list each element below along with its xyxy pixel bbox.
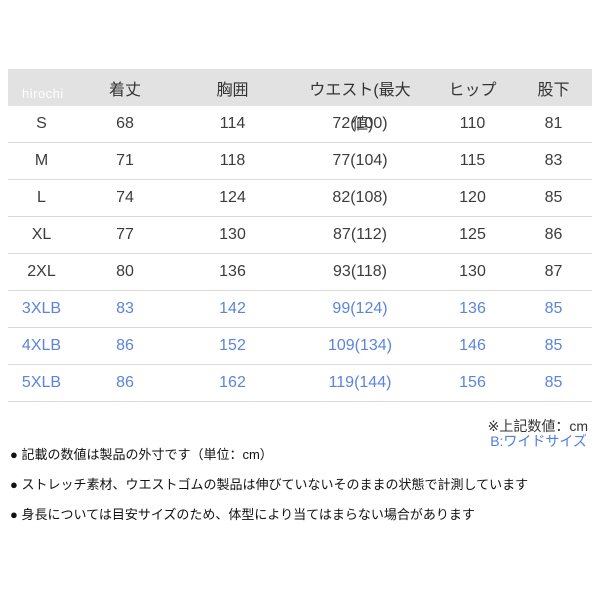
measurement-cell: 115	[430, 142, 515, 180]
size-table-body: S 68 114 72(100) 110 81 M 71 118 77(104) 115 83 L 74 1…	[8, 106, 592, 402]
measurement-cell: 136	[175, 253, 290, 291]
wide-size-note: B:ワイドサイズ	[490, 433, 587, 449]
table-row: 4XLB 86 152 109(134) 146 85	[8, 327, 592, 365]
measurement-cell: 114	[175, 106, 290, 143]
measurement-cell: 93(118)	[290, 253, 430, 291]
measurement-cell: 124	[175, 179, 290, 217]
size-label-cell: 5XLB	[8, 364, 75, 402]
measurement-cell: 85	[515, 290, 592, 328]
measurement-cell: 120	[430, 179, 515, 217]
table-row: L 74 124 82(108) 120 85	[8, 179, 592, 217]
table-row: M 71 118 77(104) 115 83	[8, 142, 592, 180]
measurement-cell: 77	[75, 216, 175, 254]
footnote-item: ● ストレッチ素材、ウエストゴムの製品は伸びていないそのままの状態で計測していま…	[10, 477, 529, 492]
size-label-cell: XL	[8, 216, 75, 254]
size-label-cell: L	[8, 179, 75, 217]
table-row: 2XL 80 136 93(118) 130 87	[8, 253, 592, 291]
header-row: 着丈 胸囲 ウエスト(最大 ヒップ 股下	[8, 69, 592, 106]
measurement-cell: 81	[515, 106, 592, 143]
measurement-cell: 74	[75, 179, 175, 217]
measurement-cell: 162	[175, 364, 290, 402]
column-header: 股下	[515, 69, 592, 106]
measurement-cell: 99(124)	[290, 290, 430, 328]
measurement-cell: 118	[175, 142, 290, 180]
table-row: S 68 114 72(100) 110 81	[8, 106, 592, 143]
measurement-cell: 119(144)	[290, 364, 430, 402]
column-header: 着丈	[75, 69, 175, 106]
unit-note: ※上記数値：cm	[487, 418, 588, 434]
table-row: 3XLB 83 142 99(124) 136 85	[8, 290, 592, 328]
column-header: ウエスト(最大	[290, 69, 430, 106]
measurement-cell: 110	[430, 106, 515, 143]
measurement-cell: 83	[75, 290, 175, 328]
measurement-cell: 86	[75, 364, 175, 402]
size-chart-table: 着丈 胸囲 ウエスト(最大 ヒップ 股下 S 68 114 72(100) 110 81 M 71 11…	[8, 69, 592, 402]
footnote-list: ● 記載の数値は製品の外寸です（単位：cm） ● ストレッチ素材、ウエストゴムの製…	[10, 440, 590, 530]
footnote-item: ● 記載の数値は製品の外寸です（単位：cm）	[10, 447, 273, 462]
measurement-cell: 72(100)	[290, 106, 430, 143]
measurement-cell: 85	[515, 364, 592, 402]
measurement-cell: 156	[430, 364, 515, 402]
column-header: 胸囲	[175, 69, 290, 106]
measurement-cell: 109(134)	[290, 327, 430, 365]
measurement-cell: 68	[75, 106, 175, 143]
measurement-cell: 146	[430, 327, 515, 365]
table-row: XL 77 130 87(112) 125 86	[8, 216, 592, 254]
measurement-cell: 136	[430, 290, 515, 328]
measurement-cell: 152	[175, 327, 290, 365]
footnote-item: ● 身長については目安サイズのため、体型により当てはまらない場合があります	[10, 507, 475, 522]
measurement-cell: 80	[75, 253, 175, 291]
measurement-cell: 71	[75, 142, 175, 180]
measurement-cell: 86	[75, 327, 175, 365]
measurement-cell: 85	[515, 179, 592, 217]
table-row: 5XLB 86 162 119(144) 156 85	[8, 364, 592, 402]
measurement-cell: 85	[515, 327, 592, 365]
measurement-cell: 125	[430, 216, 515, 254]
size-label-cell: M	[8, 142, 75, 180]
measurement-cell: 86	[515, 216, 592, 254]
size-label-cell: 2XL	[8, 253, 75, 291]
measurement-cell: 87(112)	[290, 216, 430, 254]
size-column-header	[8, 69, 75, 106]
measurement-cell: 83	[515, 142, 592, 180]
size-label-cell: 4XLB	[8, 327, 75, 365]
measurement-cell: 142	[175, 290, 290, 328]
size-label-cell: S	[8, 106, 75, 143]
size-table-header: 着丈 胸囲 ウエスト(最大 ヒップ 股下	[8, 69, 592, 106]
measurement-cell: 77(104)	[290, 142, 430, 180]
measurement-cell: 87	[515, 253, 592, 291]
column-header: ヒップ	[430, 69, 515, 106]
measurement-cell: 130	[430, 253, 515, 291]
size-label-cell: 3XLB	[8, 290, 75, 328]
measurement-cell: 82(108)	[290, 179, 430, 217]
measurement-cell: 130	[175, 216, 290, 254]
